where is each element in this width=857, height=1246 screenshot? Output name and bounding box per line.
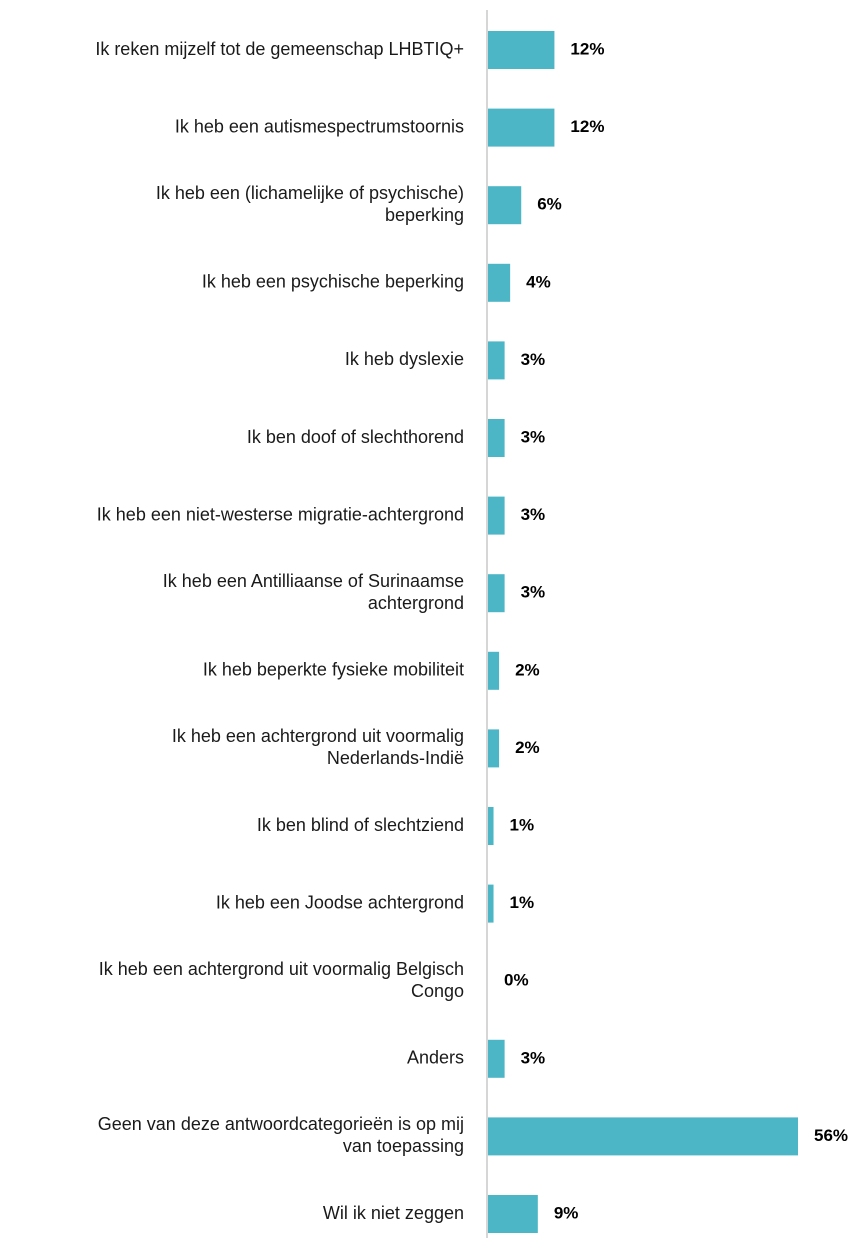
bar	[488, 651, 500, 690]
bar	[488, 186, 522, 225]
category-label: Ik heb een Joodse achtergrond	[216, 892, 464, 912]
value-label: 0%	[504, 971, 529, 990]
value-label: 4%	[526, 272, 551, 291]
value-label: 3%	[521, 1048, 546, 1067]
value-label: 6%	[537, 195, 562, 214]
bar	[488, 108, 555, 147]
category-label: Ik heb een Antilliaanse of Surinaamse	[163, 571, 464, 591]
category-label: Ik heb dyslexie	[345, 349, 464, 369]
value-label: 3%	[521, 350, 546, 369]
category-label: beperking	[385, 205, 464, 225]
value-label: 2%	[515, 660, 540, 679]
value-label: 3%	[521, 583, 546, 602]
category-label: Geen van deze antwoordcategorieën is op …	[98, 1114, 464, 1134]
bar	[488, 419, 505, 457]
category-label: Ik heb beperkte fysieke mobiliteit	[203, 660, 464, 680]
bar	[488, 729, 500, 768]
bar	[488, 807, 494, 845]
category-label: Ik ben doof of slechthorend	[247, 427, 464, 447]
value-label: 3%	[521, 427, 546, 446]
bar	[488, 884, 494, 923]
category-label: van toepassing	[343, 1136, 464, 1156]
value-label: 56%	[814, 1126, 848, 1145]
category-label: Ik heb een autismespectrumstoornis	[175, 116, 464, 136]
category-label: Ik heb een (lichamelijke of psychische)	[156, 183, 464, 203]
value-label: 9%	[554, 1203, 579, 1222]
bar	[488, 1117, 798, 1156]
category-label: Ik heb een achtergrond uit voormalig Bel…	[99, 959, 464, 979]
value-label: 3%	[521, 505, 546, 524]
category-label: Ik reken mijzelf tot de gemeenschap LHBT…	[95, 39, 464, 59]
value-label: 12%	[570, 39, 604, 58]
bar	[488, 1195, 538, 1233]
value-label: 2%	[515, 738, 540, 757]
category-label: Ik heb een psychische beperking	[202, 272, 464, 292]
bar	[488, 1039, 505, 1078]
bar	[488, 574, 505, 613]
bar	[488, 496, 505, 535]
value-label: 1%	[510, 893, 535, 912]
value-label: 12%	[570, 117, 604, 136]
category-label: Congo	[411, 981, 464, 1001]
category-label: Ik heb een niet-westerse migratie-achter…	[97, 504, 464, 524]
bar	[488, 341, 505, 380]
category-label: Ik heb een achtergrond uit voormalig	[172, 726, 464, 746]
category-label: Nederlands-Indië	[327, 748, 464, 768]
category-label: Wil ik niet zeggen	[323, 1203, 464, 1223]
bar	[488, 263, 511, 302]
category-label: Anders	[407, 1048, 464, 1068]
category-label: achtergrond	[368, 593, 464, 613]
value-label: 1%	[510, 815, 535, 834]
category-label: Ik ben blind of slechtziend	[257, 815, 464, 835]
bar	[488, 31, 555, 69]
